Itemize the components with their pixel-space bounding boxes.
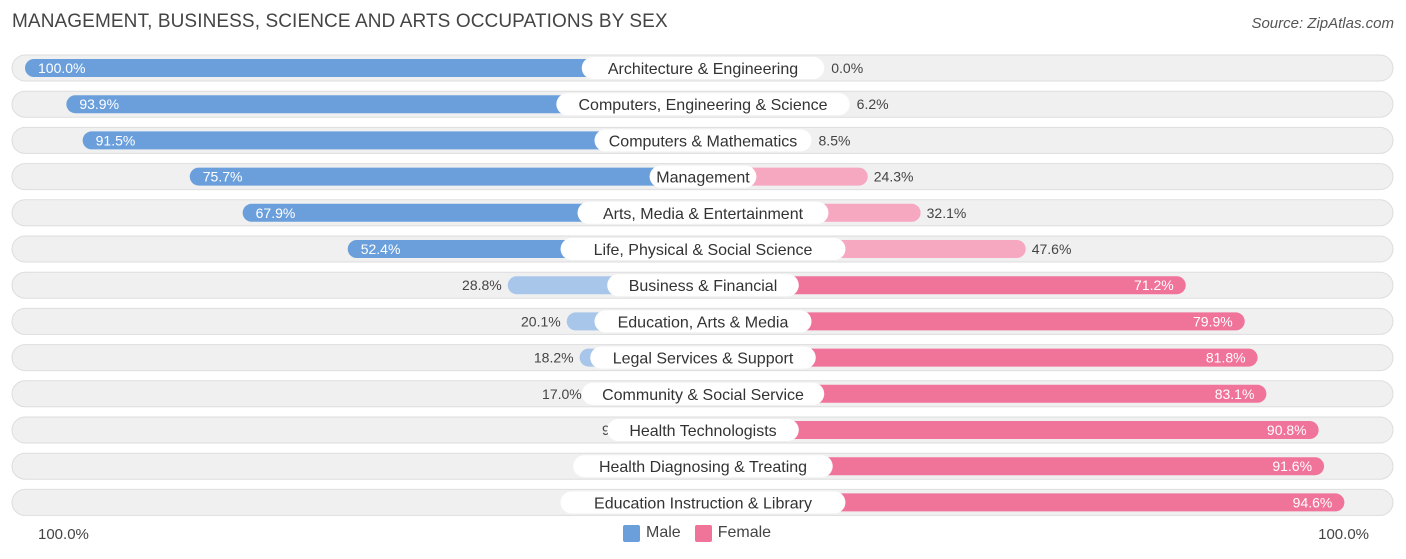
male-bar bbox=[82, 131, 703, 150]
male-bar bbox=[25, 59, 703, 77]
category-label: Computers, Engineering & Science bbox=[578, 97, 827, 114]
female-value-label: 94.6% bbox=[1293, 494, 1333, 510]
category-label: Arts, Media & Entertainment bbox=[603, 206, 804, 223]
female-bar bbox=[703, 384, 1267, 403]
category-pill bbox=[560, 238, 846, 260]
female-value-label: 47.6% bbox=[1032, 241, 1072, 257]
legend-item-male[interactable]: Male bbox=[623, 524, 681, 542]
female-bar bbox=[703, 312, 1245, 331]
male-value-label: 20.1% bbox=[521, 313, 561, 329]
male-bar bbox=[189, 167, 703, 186]
male-value-label: 52.4% bbox=[361, 241, 401, 257]
legend-male-label: Male bbox=[646, 524, 681, 541]
category-label: Computers & Mathematics bbox=[609, 133, 798, 150]
male-value-label: 91.5% bbox=[96, 132, 136, 148]
axis-right-label: 100.0% bbox=[1318, 526, 1369, 543]
category-pill bbox=[560, 491, 846, 514]
male-bar bbox=[66, 95, 703, 114]
female-value-label: 71.2% bbox=[1134, 277, 1174, 293]
category-label: Community & Social Service bbox=[602, 387, 804, 404]
female-value-label: 91.6% bbox=[1272, 458, 1312, 474]
female-bar bbox=[703, 276, 1186, 295]
legend: Male Female bbox=[623, 524, 785, 542]
chart-title: MANAGEMENT, BUSINESS, SCIENCE AND ARTS O… bbox=[12, 11, 668, 32]
category-label: Management bbox=[656, 170, 750, 187]
female-bar bbox=[703, 457, 1325, 476]
category-pill bbox=[581, 382, 825, 405]
category-pill bbox=[649, 165, 757, 188]
female-value-label: 83.1% bbox=[1215, 386, 1255, 402]
category-label: Health Diagnosing & Treating bbox=[599, 459, 807, 476]
female-value-label: 0.0% bbox=[831, 60, 863, 76]
male-value-label: 18.2% bbox=[534, 350, 574, 366]
category-pill bbox=[607, 274, 799, 297]
category-label: Legal Services & Support bbox=[613, 351, 794, 368]
male-swatch-icon bbox=[623, 524, 640, 542]
female-value-label: 90.8% bbox=[1267, 422, 1307, 438]
male-value-label: 28.8% bbox=[462, 277, 502, 293]
male-value-label: 17.0% bbox=[542, 386, 582, 402]
female-value-label: 32.1% bbox=[927, 205, 967, 221]
female-swatch-icon bbox=[694, 524, 712, 542]
male-value-label: 100.0% bbox=[38, 60, 85, 76]
axis-left-label: 100.0% bbox=[38, 526, 89, 543]
category-pill bbox=[607, 419, 799, 441]
category-label: Architecture & Engineering bbox=[608, 61, 798, 78]
female-bar bbox=[703, 493, 1345, 512]
category-pill bbox=[556, 93, 850, 116]
category-pill bbox=[594, 129, 812, 152]
female-value-label: 81.8% bbox=[1206, 350, 1246, 366]
category-label: Education, Arts & Media bbox=[618, 314, 789, 331]
category-label: Education Instruction & Library bbox=[594, 495, 812, 512]
legend-item-female[interactable]: Female bbox=[694, 524, 772, 542]
category-label: Life, Physical & Social Science bbox=[594, 242, 813, 259]
source-label: Source: ZipAtlas.com bbox=[1251, 15, 1394, 32]
category-pill bbox=[594, 310, 812, 333]
male-value-label: 67.9% bbox=[256, 205, 296, 221]
category-pill bbox=[573, 455, 833, 478]
male-value-label: 75.7% bbox=[203, 169, 243, 185]
female-value-label: 8.5% bbox=[819, 132, 851, 148]
female-value-label: 79.9% bbox=[1193, 313, 1233, 329]
category-label: Business & Financial bbox=[629, 278, 778, 295]
female-bar bbox=[703, 421, 1319, 439]
legend-female-label: Female bbox=[717, 524, 772, 541]
category-pill bbox=[577, 201, 829, 224]
female-value-label: 24.3% bbox=[874, 169, 914, 185]
category-label: Health Technologists bbox=[629, 423, 776, 440]
female-value-label: 6.2% bbox=[857, 96, 889, 112]
category-pill bbox=[581, 57, 825, 79]
female-bar bbox=[703, 348, 1258, 367]
category-pill bbox=[590, 346, 816, 369]
male-value-label: 93.9% bbox=[79, 96, 119, 112]
